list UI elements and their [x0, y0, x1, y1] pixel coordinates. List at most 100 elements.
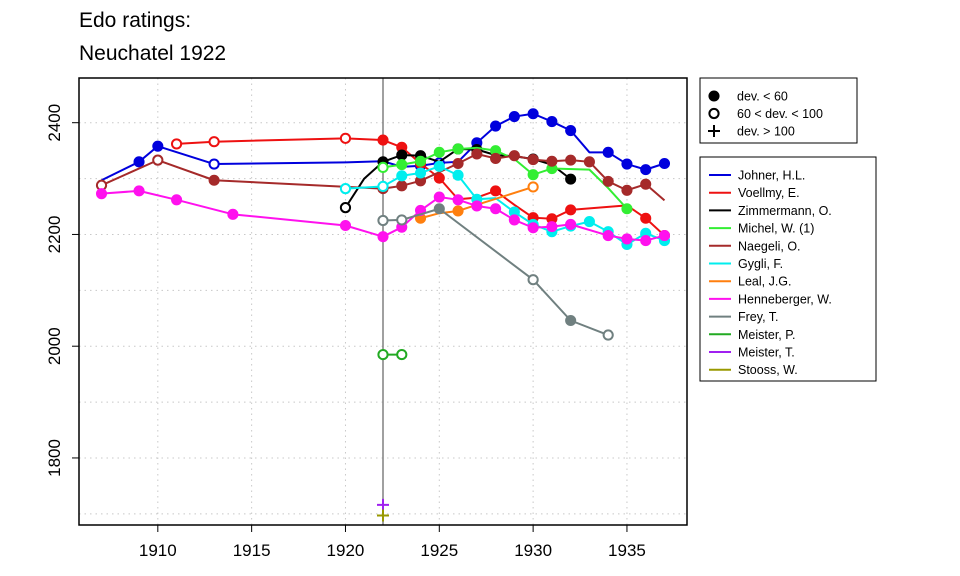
series-henneberger-w-point — [133, 185, 145, 197]
series-gygli-f-point — [377, 180, 389, 192]
x-tick-label: 1925 — [420, 541, 458, 560]
series-johner-h-l-point — [208, 158, 220, 170]
series-henneberger-w-point — [602, 230, 614, 242]
series-johner-h-l-point — [133, 156, 145, 168]
series-johner-h-l-point — [546, 116, 558, 128]
series-johner-h-l-point — [527, 108, 539, 120]
series-johner-h-l-point — [152, 140, 164, 152]
series-gygli-f-point — [433, 160, 445, 172]
y-tick-label: 2200 — [45, 216, 64, 254]
series-henneberger-w-point — [658, 230, 671, 242]
series-henneberger-w-point — [227, 208, 239, 220]
series-naegeli-o-point — [621, 184, 633, 196]
series-naegeli-o-point — [208, 174, 220, 186]
series-michel-w-1-point — [452, 143, 464, 155]
series-voellmy-e-point — [339, 132, 352, 144]
series-zimmermann-o-point — [339, 202, 352, 214]
x-tick-label: 1930 — [514, 541, 552, 560]
series-frey-t-point — [527, 274, 539, 286]
series-frey-t-point — [565, 314, 577, 327]
series-gygli-f-point — [396, 170, 408, 182]
series-naegeli-o-point — [546, 155, 558, 167]
series-henneberger-w-point — [508, 214, 520, 226]
chart-title-line-2: Neuchatel 1922 — [79, 42, 226, 65]
x-tick-label: 1920 — [327, 541, 365, 560]
legend-label-johner-h-l: Johner, H.L. — [738, 169, 805, 183]
legend-label-gygli-f: Gygli, F. — [738, 257, 783, 271]
legend-label-leal-j-g: Leal, J.G. — [738, 275, 792, 289]
series-johner-h-l-point — [640, 164, 652, 176]
series-henneberger-w-point — [452, 194, 464, 206]
series-johner-h-l-point — [621, 158, 633, 170]
x-tick-label: 1915 — [233, 541, 271, 560]
series-michel-w-1 — [377, 143, 633, 215]
series-gygli-f-point — [339, 183, 352, 195]
series-henneberger-w — [95, 185, 671, 247]
series-voellmy-e-point — [170, 138, 183, 150]
chart-title-line-1: Edo ratings: — [79, 9, 191, 32]
series-voellmy-e-point — [640, 212, 652, 224]
legend-label-meister-t: Meister, T. — [738, 346, 795, 360]
series-henneberger-w-point — [433, 191, 445, 203]
marker-legend-plus-point — [708, 125, 720, 137]
series-naegeli-o-point — [583, 156, 595, 168]
series-voellmy-e-point — [208, 136, 220, 148]
series-meister-p-point — [377, 348, 389, 361]
series-henneberger-w-point — [377, 231, 389, 243]
legend-label-meister-p: Meister, P. — [738, 328, 795, 342]
legend-label-zimmermann-o: Zimmermann, O. — [738, 204, 832, 218]
series-michel-w-1-point — [396, 159, 408, 171]
series-johner-h-l-point — [602, 146, 614, 158]
series-naegeli-o-point — [565, 154, 577, 166]
series-legend: Johner, H.L. Voellmy, E. Zimmermann, O. Mic… — [699, 156, 877, 382]
y-tick-label: 2400 — [45, 104, 64, 142]
series-zimmermann-o-point — [396, 149, 408, 161]
series-michel-w-1-point — [377, 161, 389, 173]
series-henneberger-w-point — [527, 222, 539, 234]
x-tick-label: 1910 — [139, 541, 177, 560]
series-meister-t — [377, 498, 389, 511]
legend-label-frey-t: Frey, T. — [738, 310, 779, 324]
marker-legend-label: dev. > 100 — [737, 125, 795, 139]
series-henneberger-w-point — [565, 218, 577, 230]
series-leal-j-g-point — [452, 205, 464, 217]
series-henneberger-w-point — [490, 203, 502, 215]
marker-legend-filled-circle-point — [708, 90, 720, 102]
series-meister-p-point — [396, 348, 408, 361]
series-gygli-f-point — [414, 167, 427, 179]
series-voellmy-e-point — [490, 185, 502, 197]
series-michel-w-1-point — [527, 169, 539, 181]
legend-label-henneberger-w: Henneberger, W. — [738, 292, 832, 306]
axes: 1910 1915 1920 1925 1930 1935 1800 2000 2200 2400 — [45, 104, 646, 560]
series-frey-t-point — [602, 329, 614, 341]
series-legend-box — [699, 156, 877, 382]
plot-frame — [78, 77, 688, 526]
legend-label-michel-w-1: Michel, W. (1) — [738, 222, 814, 236]
series-henneberger-w-point — [471, 200, 483, 212]
series-leal-j-g — [414, 181, 539, 224]
legend-label-voellmy-e: Voellmy, E. — [738, 186, 800, 200]
marker-legend-label: dev. < 60 — [737, 90, 788, 104]
x-tick-label: 1935 — [608, 541, 646, 560]
y-tick-label: 1800 — [45, 439, 64, 477]
series-meister-p — [377, 348, 408, 361]
series-voellmy-e-point — [565, 204, 577, 216]
series-naegeli-o-point — [471, 148, 483, 160]
series-johner-h-l-point — [508, 111, 520, 123]
series-naegeli-o-point — [640, 178, 652, 190]
series-naegeli-o-point — [452, 157, 464, 170]
series-johner-h-l-point — [565, 124, 577, 137]
series-henneberger-w-point — [95, 188, 108, 200]
marker-legend: dev. < 60 60 < dev. < 100 dev. > 100 — [699, 77, 858, 144]
series-leal-j-g-point — [527, 181, 539, 193]
series-henneberger-w-point — [339, 219, 352, 232]
series-zimmermann-o-point — [565, 173, 577, 185]
legend-label-stooss-w: Stooss, W. — [738, 363, 798, 377]
series-johner-h-l-point — [658, 157, 671, 170]
series-frey-t-point — [433, 203, 445, 215]
marker-legend-label: 60 < dev. < 100 — [737, 107, 823, 121]
plot-area — [95, 108, 671, 522]
series-naegeli-o-point — [602, 175, 614, 187]
y-tick-label: 2000 — [45, 327, 64, 365]
